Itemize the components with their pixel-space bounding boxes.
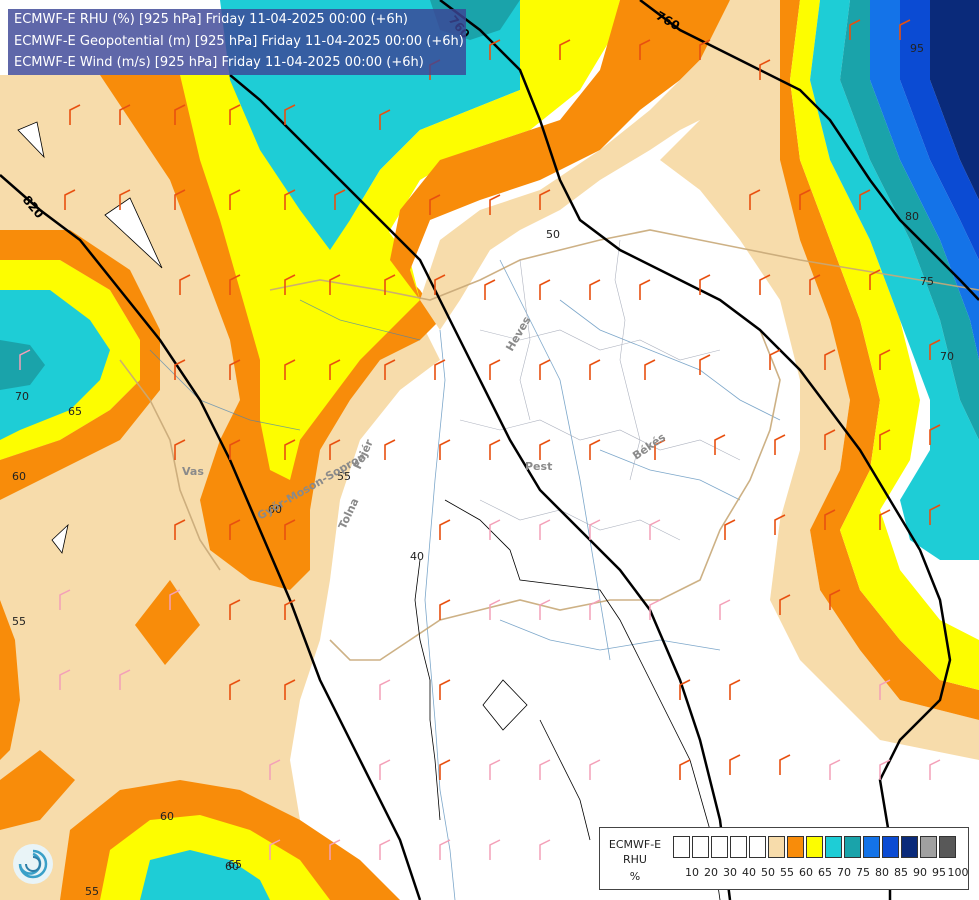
title-geopotential: ECMWF-E Geopotential (m) [925 hPa] Frida… bbox=[14, 34, 464, 49]
rhu-label: 60 bbox=[268, 503, 282, 516]
rhu-band-60-north bbox=[390, 0, 730, 300]
wind-barbs bbox=[64, 19, 941, 780]
rhu-band-70-westblob bbox=[0, 290, 110, 440]
legend-swatch bbox=[787, 836, 804, 858]
rhu-band-75-east bbox=[840, 0, 979, 440]
place-label: Pest bbox=[525, 460, 552, 473]
rhu-band-55-north bbox=[420, 0, 760, 330]
rhu-label: 70 bbox=[15, 390, 29, 403]
legend-title-model: ECMWF-E bbox=[608, 838, 662, 851]
title-wind: ECMWF-E Wind (m/s) [925 hPa] Friday 11-0… bbox=[14, 55, 424, 70]
wind-barbs-light bbox=[19, 349, 941, 860]
legend-tick-label: 100 bbox=[947, 866, 969, 879]
rhu-hole bbox=[17, 121, 45, 159]
rhu-label: 55 bbox=[85, 885, 99, 898]
legend-swatch bbox=[692, 836, 709, 858]
rhu-label: 60 bbox=[225, 860, 239, 873]
rhu-band-65-east bbox=[790, 0, 979, 690]
legend-swatch bbox=[730, 836, 747, 858]
rhu-label: 75 bbox=[920, 275, 934, 288]
legend-swatch bbox=[806, 836, 823, 858]
legend-tick-label: 65 bbox=[818, 866, 832, 879]
legend-title-unit: % bbox=[629, 870, 641, 883]
legend-tick-label: 10 bbox=[685, 866, 699, 879]
header-panel: ECMWF-E RHU (%) [925 hPa] Friday 11-04-2… bbox=[8, 9, 466, 75]
legend-swatch bbox=[711, 836, 728, 858]
legend-swatch bbox=[825, 836, 842, 858]
legend-swatch bbox=[673, 836, 690, 858]
legend-tick-label: 70 bbox=[837, 866, 851, 879]
legend-tick-label: 75 bbox=[856, 866, 870, 879]
legend-tick-label: 50 bbox=[761, 866, 775, 879]
rhu-band-75-westblob bbox=[0, 340, 45, 390]
rhu-labels: 50 40 55 60 60 65 70 60 55 60 65 55 70 7… bbox=[12, 42, 954, 898]
legend-swatch bbox=[939, 836, 956, 858]
rhu-band-55-east bbox=[660, 0, 979, 760]
legend-tick-label: 85 bbox=[894, 866, 908, 879]
borders bbox=[119, 229, 979, 661]
rhu-band-60-swpatch bbox=[0, 750, 75, 830]
legend-tick-label: 95 bbox=[932, 866, 946, 879]
rhu-label: 95 bbox=[910, 42, 924, 55]
legend-tick-label: 40 bbox=[742, 866, 756, 879]
title-rhu: ECMWF-E RHU (%) [925 hPa] Friday 11-04-2… bbox=[14, 12, 408, 27]
rhu-legend: ECMWF-E RHU % 10 20 30 40 50 55 60 65 70 75 80 85 90… bbox=[599, 827, 969, 890]
rhu-label: 60 bbox=[12, 470, 26, 483]
legend-swatch bbox=[882, 836, 899, 858]
rhu-hole bbox=[482, 679, 528, 731]
place-label: Vas bbox=[182, 465, 204, 478]
rhu-band-60-sw bbox=[0, 600, 20, 760]
rhu-band-60-east bbox=[780, 0, 979, 720]
legend-tick-label: 20 bbox=[704, 866, 718, 879]
rhu-label: 55 bbox=[12, 615, 26, 628]
legend-swatch bbox=[749, 836, 766, 858]
rhu-label: 60 bbox=[160, 810, 174, 823]
legend-tick-label: 55 bbox=[780, 866, 794, 879]
legend-swatch bbox=[920, 836, 937, 858]
rhu-label: 65 bbox=[68, 405, 82, 418]
legend-swatch bbox=[768, 836, 785, 858]
rhu-band-65-north bbox=[350, 0, 620, 260]
rhu-label: 70 bbox=[940, 350, 954, 363]
legend-tick-label: 30 bbox=[723, 866, 737, 879]
rhu-contours-thin bbox=[414, 499, 721, 900]
rhu-band-65-west bbox=[180, 75, 420, 480]
legend-tick-label: 90 bbox=[913, 866, 927, 879]
rhu-label: 55 bbox=[337, 470, 351, 483]
rhu-label: 50 bbox=[546, 228, 560, 241]
rhu-label: 80 bbox=[905, 210, 919, 223]
rhu-band-70-east bbox=[810, 0, 979, 560]
rhu-label: 65 bbox=[228, 858, 242, 871]
county-borders bbox=[459, 239, 741, 541]
rhu-band-60-westblob bbox=[0, 230, 160, 500]
legend-swatch bbox=[863, 836, 880, 858]
rhu-hole bbox=[51, 523, 69, 554]
rivers bbox=[149, 259, 781, 900]
legend-swatch bbox=[901, 836, 918, 858]
rhu-label: 40 bbox=[410, 550, 424, 563]
legend-tick-label: 60 bbox=[799, 866, 813, 879]
rhu-hole bbox=[104, 197, 163, 269]
ecmwf-swirl-icon bbox=[13, 844, 53, 884]
rhu-band-90-east bbox=[930, 0, 979, 200]
rhu-band-85-east bbox=[900, 0, 979, 260]
rhu-band-70-south bbox=[140, 850, 270, 900]
legend-title-variable: RHU bbox=[623, 853, 647, 866]
rhu-band-60-swdiamond bbox=[135, 580, 200, 665]
legend-swatch bbox=[844, 836, 861, 858]
legend-tick-label: 80 bbox=[875, 866, 889, 879]
